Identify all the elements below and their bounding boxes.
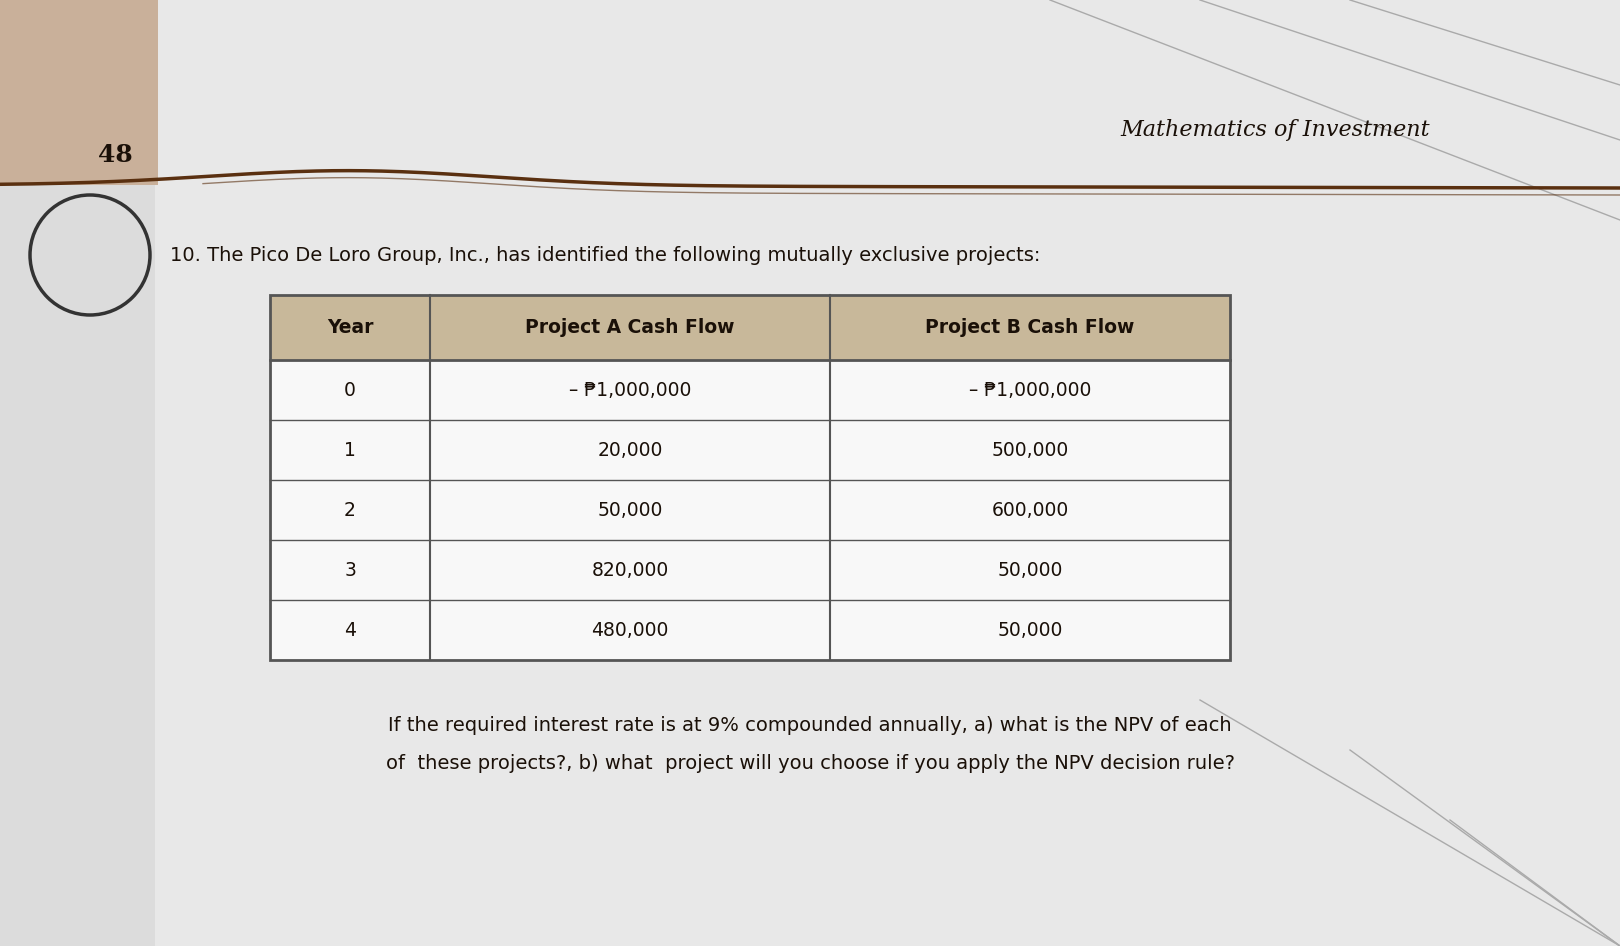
Text: 50,000: 50,000 — [598, 500, 663, 519]
Text: 820,000: 820,000 — [591, 560, 669, 580]
Text: Project A Cash Flow: Project A Cash Flow — [525, 318, 735, 337]
Text: Mathematics of Investment: Mathematics of Investment — [1121, 119, 1430, 141]
Text: 50,000: 50,000 — [998, 621, 1063, 639]
Text: 50,000: 50,000 — [998, 560, 1063, 580]
Text: of  these projects?, b) what  project will you choose if you apply the NPV decis: of these projects?, b) what project will… — [386, 754, 1234, 773]
Text: 500,000: 500,000 — [991, 441, 1069, 460]
Bar — [271, 295, 1230, 360]
Text: 10. The Pico De Loro Group, Inc., has identified the following mutually exclusiv: 10. The Pico De Loro Group, Inc., has id… — [170, 246, 1040, 265]
Text: 2: 2 — [343, 500, 356, 519]
Bar — [0, 0, 159, 185]
Bar — [271, 420, 1230, 480]
Text: 4: 4 — [343, 621, 356, 639]
Bar — [271, 295, 1230, 660]
Text: If the required interest rate is at 9% compounded annually, a) what is the NPV o: If the required interest rate is at 9% c… — [389, 715, 1231, 734]
Text: 3: 3 — [343, 560, 356, 580]
Text: 600,000: 600,000 — [991, 500, 1069, 519]
Text: 1: 1 — [343, 441, 356, 460]
Bar — [271, 360, 1230, 420]
Bar — [271, 540, 1230, 600]
Text: – ₱1,000,000: – ₱1,000,000 — [969, 380, 1092, 399]
Text: 0: 0 — [343, 380, 356, 399]
Bar — [271, 480, 1230, 540]
Text: Project B Cash Flow: Project B Cash Flow — [925, 318, 1134, 337]
Text: Year: Year — [327, 318, 373, 337]
Text: 48: 48 — [97, 143, 133, 167]
Text: 20,000: 20,000 — [598, 441, 663, 460]
Bar — [271, 600, 1230, 660]
Text: 480,000: 480,000 — [591, 621, 669, 639]
Text: – ₱1,000,000: – ₱1,000,000 — [569, 380, 692, 399]
